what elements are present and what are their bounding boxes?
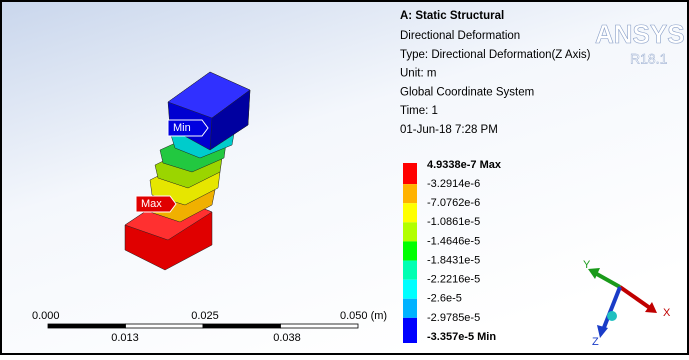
info-line: 01-Jun-18 7:28 PM — [400, 124, 498, 136]
legend-label: -1.8431e-5 — [427, 254, 480, 266]
triad-x: X — [663, 307, 671, 319]
legend-band — [403, 163, 417, 184]
min-tag: Min — [168, 120, 208, 136]
legend-band — [403, 299, 417, 318]
legend-band — [403, 261, 417, 280]
scale-segment — [281, 324, 359, 328]
result-title: A: Static Structural — [400, 10, 504, 22]
info-line: Directional Deformation — [400, 30, 520, 42]
scale-label: 0.038 — [273, 332, 301, 344]
legend-label: -1.0861e-5 — [427, 216, 480, 228]
legend-band — [403, 203, 417, 222]
min-label: Min — [173, 122, 191, 134]
info-line: Global Coordinate System — [400, 86, 534, 98]
scale-segment — [48, 324, 126, 328]
legend-label: -2.6e-5 — [427, 293, 462, 305]
legend-band — [403, 184, 417, 203]
logo-version: R18.1 — [630, 51, 668, 67]
legend-label: -2.9785e-5 — [427, 312, 480, 324]
legend-label: -3.2914e-6 — [427, 178, 480, 190]
legend-label: -3.357e-5 Min — [427, 331, 496, 343]
info-line: Time: 1 — [400, 105, 438, 117]
legend-label: -2.2216e-5 — [427, 274, 480, 286]
legend-label: 4.9338e-7 Max — [427, 159, 502, 171]
info-line: Unit: m — [400, 68, 436, 80]
logo: ANSYS — [595, 19, 685, 49]
legend-band — [403, 222, 417, 241]
triad-z: Z — [592, 336, 599, 348]
ansys-viewport: Min Max A: Static Structural Directional… — [0, 0, 689, 355]
legend-label: -7.0762e-6 — [427, 197, 480, 209]
scale-label: 0.013 — [111, 332, 139, 344]
scale-label: 0.050 (m) — [340, 310, 387, 322]
max-label: Max — [141, 198, 162, 210]
legend-band — [403, 280, 417, 299]
max-tag: Max — [136, 196, 176, 212]
triad-y: Y — [583, 259, 591, 271]
legend-band — [403, 241, 417, 260]
scale-segment — [126, 324, 204, 328]
legend-band — [403, 318, 417, 343]
scale-label: 0.025 — [191, 310, 219, 322]
legend-label: -1.4646e-5 — [427, 235, 480, 247]
scale-segment — [203, 324, 281, 328]
info-line: Type: Directional Deformation(Z Axis) — [400, 49, 591, 61]
scale-label: 0.000 — [32, 310, 60, 322]
